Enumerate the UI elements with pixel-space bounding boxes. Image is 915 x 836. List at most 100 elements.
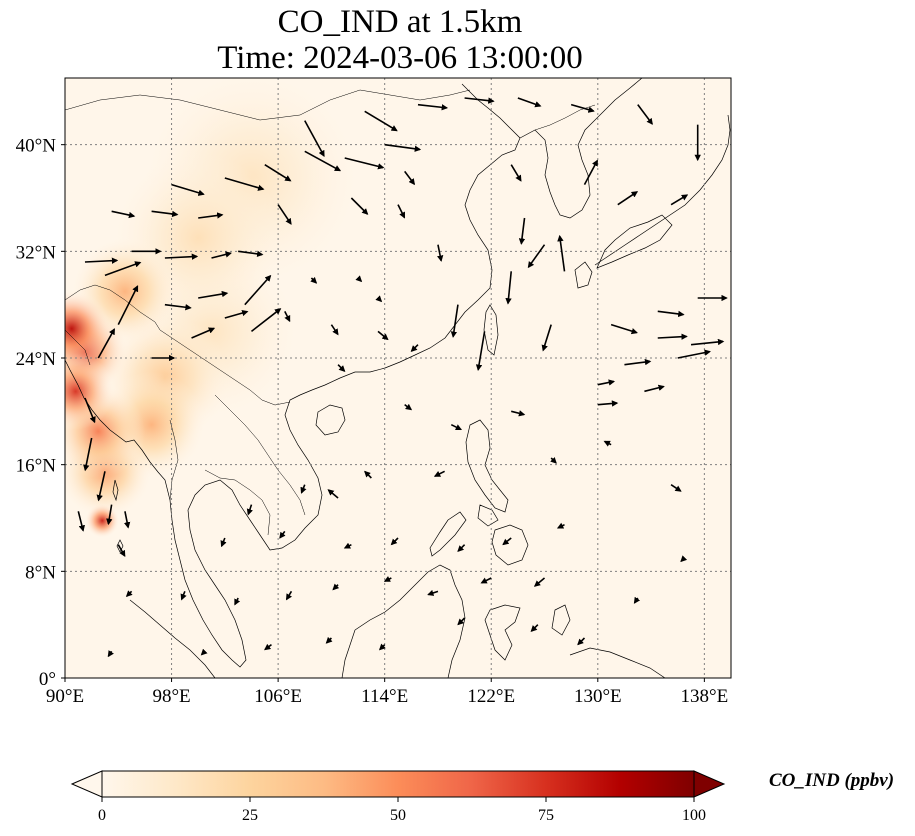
wind-vector-arrow xyxy=(107,650,114,658)
coastline-hainan xyxy=(315,404,346,436)
wind-vector-arrow xyxy=(285,590,293,601)
wind-vector-arrow xyxy=(364,470,372,479)
wind-vector-arrow xyxy=(457,617,466,626)
wind-vector-arrow xyxy=(84,257,119,264)
chart-title: CO_IND at 1.5km xyxy=(277,4,523,40)
wind-vector-arrow xyxy=(337,364,346,372)
wind-vector-arrow xyxy=(238,250,264,258)
wind-vector-arrow xyxy=(617,191,639,206)
map-border xyxy=(64,77,732,679)
wind-vector-arrow xyxy=(264,163,292,182)
wind-vector-arrow xyxy=(390,537,399,546)
wind-vector-arrow xyxy=(246,504,253,516)
lon-tick-label: 106°E xyxy=(254,686,302,707)
wind-vector-arrow xyxy=(570,103,595,113)
wind-vector-arrow xyxy=(284,310,291,323)
wind-vector-arrow xyxy=(83,437,93,472)
wind-vector-arrow xyxy=(106,504,113,526)
colorbar-extend-min xyxy=(70,770,103,798)
wind-vector-arrow xyxy=(355,275,363,283)
wind-vector-arrow xyxy=(657,310,685,318)
coastline-sumatra xyxy=(129,599,216,678)
wind-vector-arrow xyxy=(410,344,419,352)
wind-vector-arrow xyxy=(234,597,241,606)
wind-vector-arrow xyxy=(264,643,272,651)
wind-vector-arrow xyxy=(180,591,187,601)
wind-vector-arrow xyxy=(437,244,444,262)
chart-subtitle-time: Time: 2024-03-06 13:00:00 xyxy=(217,40,583,76)
wind-vector-arrow xyxy=(610,323,638,335)
wind-vector-arrow xyxy=(327,489,339,499)
wind-vector-arrow xyxy=(480,577,492,584)
wind-vector-arrow xyxy=(117,285,139,326)
co-hotspot xyxy=(85,503,120,538)
lat-tick-label: 8°N xyxy=(25,562,56,583)
wind-vector-arrow xyxy=(364,110,398,132)
coastline-japan-south xyxy=(596,214,673,269)
country-borders xyxy=(65,89,596,536)
border-laos-vietnam xyxy=(214,394,306,516)
wind-vector-arrow xyxy=(433,470,445,477)
wind-vector-arrow xyxy=(84,397,96,424)
wind-vector-arrow xyxy=(644,384,665,393)
wind-vector-arrow xyxy=(556,522,565,529)
wind-vector-arrow xyxy=(633,596,641,604)
wind-vector-arrow xyxy=(343,542,352,549)
coastline-japan-honshu xyxy=(594,114,731,266)
wind-vector-arrow xyxy=(77,511,85,532)
colorbar-tick-label: 0 xyxy=(98,807,106,824)
wind-vector-arrow xyxy=(117,544,126,557)
lon-tick-label: 98°E xyxy=(152,686,190,707)
lat-tick-label: 32°N xyxy=(16,242,57,263)
wind-vector-arrow xyxy=(427,589,439,596)
wind-vector-arrow xyxy=(200,648,208,656)
wind-vector-arrow xyxy=(171,183,205,196)
wind-vector-arrow xyxy=(527,244,546,269)
co-hotspot xyxy=(65,290,111,368)
wind-vector-arrow xyxy=(475,331,486,371)
wind-vector-arrow xyxy=(383,576,392,582)
coastline-korea xyxy=(519,78,643,219)
wind-vector-arrow xyxy=(224,309,249,319)
lon-tick-label: 122°E xyxy=(467,686,515,707)
wind-vector-arrow xyxy=(151,210,179,218)
coastline-palawan xyxy=(429,511,467,557)
lat-tick-label: 0° xyxy=(39,669,56,690)
wind-vector-arrow xyxy=(502,537,512,546)
wind-vector-arrow xyxy=(397,204,406,219)
wind-vector-arrow xyxy=(541,324,552,352)
border-india-bangladesh xyxy=(65,329,91,366)
colorbar-tick-label: 25 xyxy=(242,807,258,824)
lon-tick-label: 138°E xyxy=(681,686,729,707)
wind-vector-arrow xyxy=(350,197,369,215)
coastline-borneo xyxy=(341,564,466,678)
wind-vector-arrow xyxy=(670,484,682,492)
wind-vector-arrow xyxy=(624,358,652,366)
wind-vector-arrow xyxy=(603,440,612,447)
latitude-tick-labels: 0° 8°N 16°N 24°N 32°N 40°N xyxy=(16,136,57,690)
colorbar-body xyxy=(101,770,695,798)
wind-vector-arrow xyxy=(330,324,339,336)
wind-vector-arrow xyxy=(164,303,192,311)
wind-vector-arrow xyxy=(125,590,133,598)
coastline-andaman xyxy=(112,479,119,502)
wind-vector-arrow xyxy=(557,234,566,272)
wind-vector-arrow xyxy=(325,636,333,644)
wind-vector-arrow xyxy=(577,637,586,646)
wind-vectors xyxy=(77,97,728,658)
border-mongolia xyxy=(65,89,471,121)
wind-vector-arrow xyxy=(384,143,422,152)
wind-vector-arrow xyxy=(111,210,136,219)
wind-vector-arrow xyxy=(677,349,711,359)
wind-vector-arrow xyxy=(378,643,386,651)
coastline-sulawesi xyxy=(484,604,521,661)
colorbar-tick-label: 75 xyxy=(538,807,554,824)
wind-vector-arrow xyxy=(518,217,526,245)
wind-vector-arrow xyxy=(224,177,265,191)
axis-tick-marks xyxy=(61,144,705,682)
wind-vector-arrow xyxy=(550,456,557,464)
coastline-taiwan xyxy=(483,304,499,356)
wind-vector-arrow xyxy=(464,97,495,104)
lat-tick-label: 24°N xyxy=(16,349,57,370)
co-field-layer xyxy=(65,78,359,538)
